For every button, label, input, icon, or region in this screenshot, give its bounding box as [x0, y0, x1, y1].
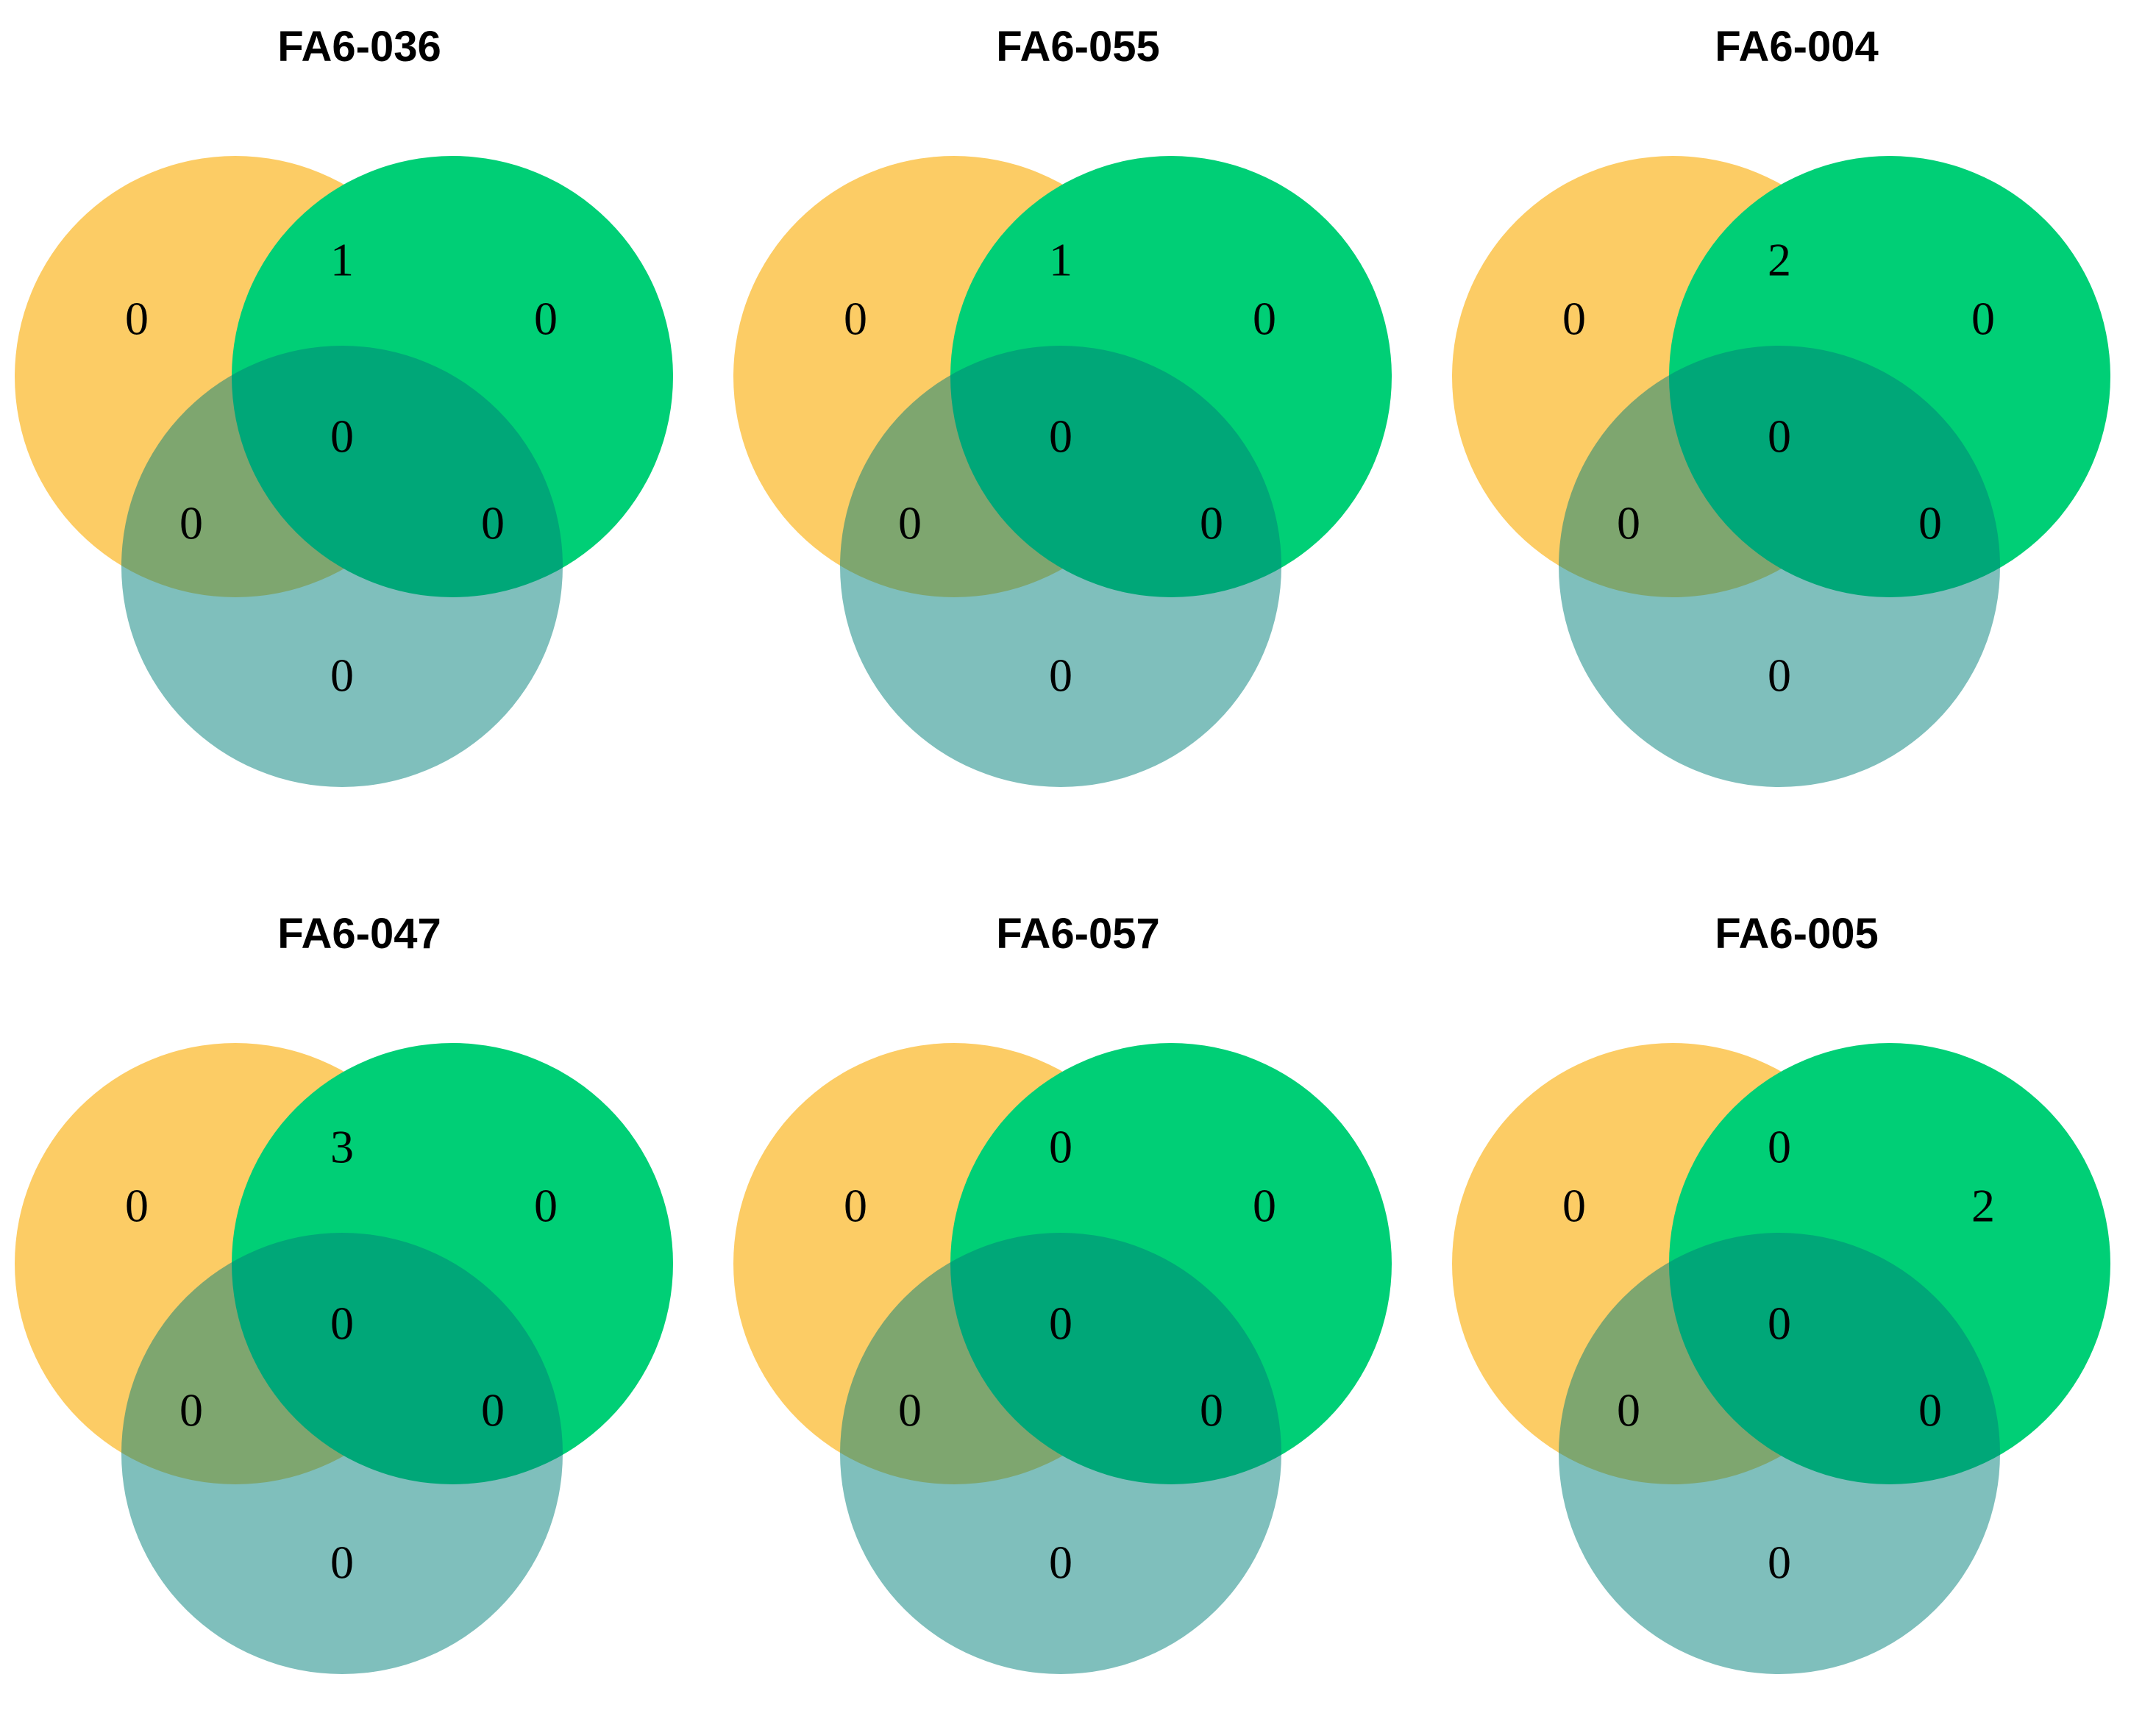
- set-bc-intersection-count: 0: [1200, 497, 1223, 549]
- venn-figure: FA6-036 0 0 1 0 0 0 0 FA6-055 0 0 1 0 0 0 0 FA6-004 0 0 2 0 0…: [0, 0, 2156, 1674]
- set-abc-intersection-count: 0: [1768, 1298, 1791, 1350]
- set-ab-intersection-count: 0: [1768, 1121, 1791, 1173]
- set-c-only-count: 0: [1768, 649, 1791, 702]
- set-abc-intersection-count: 0: [1049, 1298, 1072, 1350]
- set-b-only-count: 0: [1253, 1180, 1276, 1232]
- set-c-only-count: 0: [1049, 649, 1072, 702]
- set-c-circle: [121, 346, 563, 787]
- set-c-circle: [840, 346, 1281, 787]
- venn-panel: FA6-036 0 0 1 0 0 0 0: [0, 0, 719, 843]
- set-ab-intersection-count: 0: [1049, 1121, 1072, 1173]
- set-c-only-count: 0: [1049, 1537, 1072, 1589]
- venn-panel: FA6-004 0 0 2 0 0 0 0: [1437, 0, 2156, 843]
- panel-title: FA6-004: [1715, 23, 1879, 71]
- panel-title: FA6-005: [1715, 910, 1879, 958]
- venn-diagram: 0 0 1 0 0 0 0: [15, 156, 673, 787]
- set-c-only-count: 0: [330, 649, 354, 702]
- venn-panel: FA6-005 0 2 0 0 0 0 0: [1437, 887, 2156, 1730]
- set-ac-intersection-count: 0: [179, 1384, 203, 1437]
- venn-diagram: 0 0 1 0 0 0 0: [733, 156, 1392, 787]
- set-c-only-count: 0: [330, 1537, 354, 1589]
- set-b-only-count: 0: [534, 1180, 558, 1232]
- set-bc-intersection-count: 0: [1918, 1384, 1942, 1437]
- set-c-only-count: 0: [1768, 1537, 1791, 1589]
- set-b-only-count: 0: [534, 293, 558, 345]
- panel-title: FA6-047: [277, 910, 441, 958]
- set-a-only-count: 0: [1562, 293, 1586, 345]
- venn-panel: FA6-057 0 0 0 0 0 0 0: [719, 887, 1437, 1730]
- set-b-only-count: 2: [1971, 1180, 1995, 1232]
- panel-title: FA6-057: [996, 910, 1160, 958]
- set-abc-intersection-count: 0: [330, 1298, 354, 1350]
- set-b-only-count: 0: [1971, 293, 1995, 345]
- set-bc-intersection-count: 0: [481, 497, 505, 549]
- set-a-only-count: 0: [1562, 1180, 1586, 1232]
- set-ac-intersection-count: 0: [1617, 497, 1640, 549]
- panel-title: FA6-036: [277, 23, 441, 71]
- set-abc-intersection-count: 0: [330, 410, 354, 463]
- set-c-circle: [1559, 346, 2000, 787]
- set-a-only-count: 0: [844, 293, 867, 345]
- set-bc-intersection-count: 0: [1918, 497, 1942, 549]
- venn-diagram: 0 0 0 0 0 0 0: [733, 1043, 1392, 1674]
- set-b-only-count: 0: [1253, 293, 1276, 345]
- set-ab-intersection-count: 1: [1049, 234, 1072, 286]
- set-abc-intersection-count: 0: [1049, 410, 1072, 463]
- set-ac-intersection-count: 0: [898, 497, 922, 549]
- set-abc-intersection-count: 0: [1768, 410, 1791, 463]
- set-ac-intersection-count: 0: [898, 1384, 922, 1437]
- venn-panel: FA6-047 0 0 3 0 0 0 0: [0, 887, 719, 1730]
- set-c-circle: [121, 1233, 563, 1674]
- venn-diagram: 0 2 0 0 0 0 0: [1452, 1043, 2110, 1674]
- set-a-only-count: 0: [125, 1180, 149, 1232]
- set-c-circle: [1559, 1233, 2000, 1674]
- set-c-circle: [840, 1233, 1281, 1674]
- venn-panel: FA6-055 0 0 1 0 0 0 0: [719, 0, 1437, 843]
- set-a-only-count: 0: [125, 293, 149, 345]
- set-ab-intersection-count: 3: [330, 1121, 354, 1173]
- venn-diagram: 0 0 3 0 0 0 0: [15, 1043, 673, 1674]
- set-ab-intersection-count: 2: [1768, 234, 1791, 286]
- venn-diagram: 0 0 2 0 0 0 0: [1452, 156, 2110, 787]
- set-bc-intersection-count: 0: [1200, 1384, 1223, 1437]
- set-ab-intersection-count: 1: [330, 234, 354, 286]
- set-bc-intersection-count: 0: [481, 1384, 505, 1437]
- set-ac-intersection-count: 0: [1617, 1384, 1640, 1437]
- panel-title: FA6-055: [996, 23, 1160, 71]
- set-ac-intersection-count: 0: [179, 497, 203, 549]
- set-a-only-count: 0: [844, 1180, 867, 1232]
